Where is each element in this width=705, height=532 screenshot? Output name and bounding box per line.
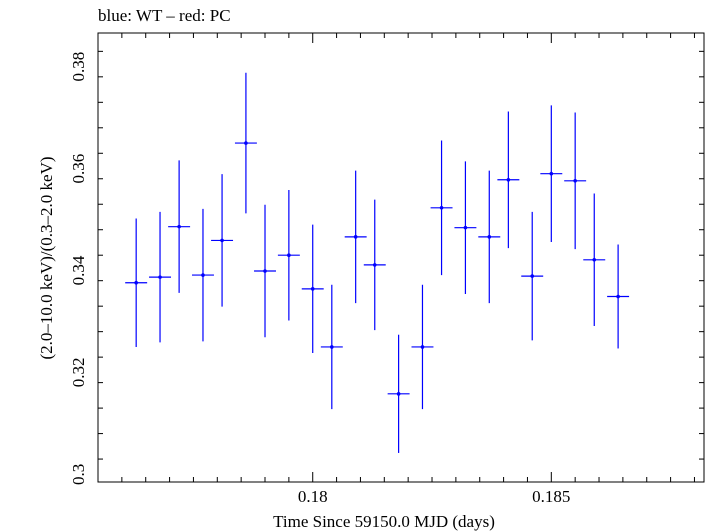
data-point — [478, 170, 501, 304]
data-series — [125, 72, 630, 453]
data-point — [583, 193, 606, 327]
point-marker — [201, 273, 205, 277]
point-marker — [506, 177, 511, 182]
data-point — [564, 112, 587, 250]
data-point — [149, 211, 172, 343]
point-marker — [310, 287, 315, 291]
plot-frame — [97, 32, 705, 483]
point-marker — [549, 171, 554, 176]
data-point — [454, 161, 477, 294]
x-axis: 0.18 0.185 — [97, 33, 695, 506]
data-point — [125, 218, 148, 347]
point-marker — [487, 235, 492, 239]
y-tick-label: 0.36 — [69, 154, 88, 184]
point-marker — [439, 206, 444, 210]
data-point — [430, 140, 453, 276]
data-point — [277, 189, 300, 321]
x-tick-label: 0.185 — [532, 487, 570, 506]
point-marker — [530, 274, 535, 278]
point-marker — [463, 225, 468, 230]
y-tick-label: 0.38 — [69, 52, 88, 82]
data-point — [320, 284, 343, 410]
data-point — [234, 72, 257, 214]
chart-title: blue: WT – red: PC — [98, 6, 231, 25]
y-tick-label: 0.3 — [69, 464, 88, 485]
point-marker — [220, 238, 224, 243]
y-tick-label: 0.32 — [69, 358, 88, 388]
data-point — [301, 224, 324, 354]
x-tick-label: 0.18 — [298, 487, 328, 506]
y-axis-label: (2.0–10.0 keV)/(0.3–2.0 keV) — [37, 156, 56, 359]
data-point — [411, 284, 434, 410]
point-marker — [330, 345, 334, 349]
point-marker — [573, 178, 577, 183]
data-point — [192, 208, 214, 342]
point-marker — [244, 141, 248, 145]
point-marker — [396, 392, 401, 396]
point-marker — [263, 269, 267, 273]
data-point — [497, 111, 520, 249]
y-tick-label: 0.34 — [69, 255, 88, 285]
x-axis-label: Time Since 59150.0 MJD (days) — [273, 512, 495, 531]
point-marker — [592, 257, 597, 262]
point-marker — [158, 275, 162, 279]
data-point — [254, 204, 276, 338]
point-marker — [372, 263, 377, 267]
data-point — [344, 170, 367, 304]
data-point — [521, 211, 544, 341]
point-marker — [420, 345, 425, 349]
data-point — [168, 160, 191, 293]
point-marker — [177, 224, 181, 229]
point-marker — [616, 294, 620, 299]
point-marker — [287, 253, 291, 258]
y-axis: 0.3 0.32 0.34 0.36 0.38 — [69, 50, 704, 485]
data-point — [607, 244, 630, 349]
point-marker — [353, 235, 358, 239]
data-point — [540, 105, 563, 242]
point-marker — [134, 280, 138, 285]
data-point — [363, 199, 386, 331]
data-point — [387, 334, 410, 453]
data-point — [211, 174, 234, 307]
